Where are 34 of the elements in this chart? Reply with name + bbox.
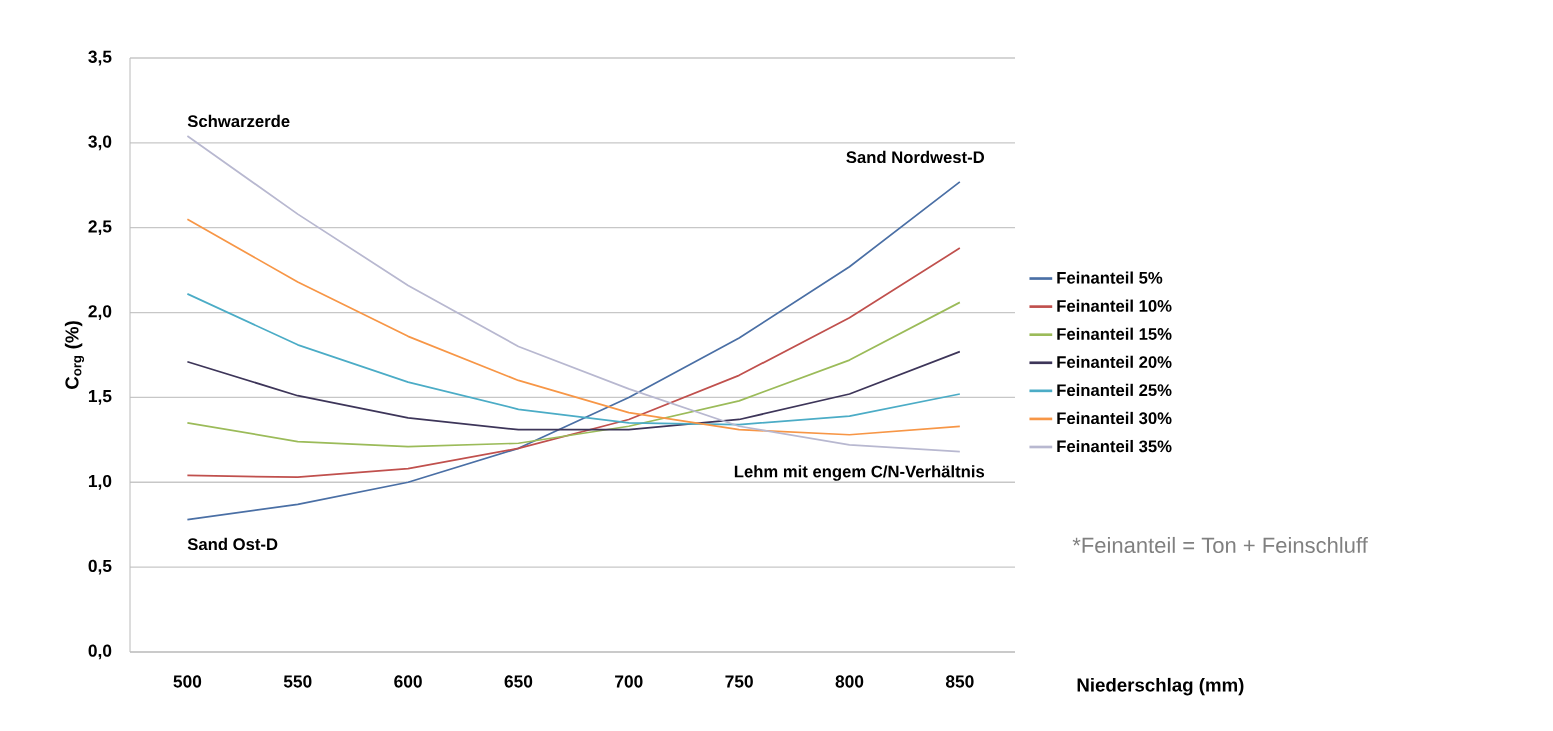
text: *Feinanteil = Ton + Feinschluff bbox=[1072, 536, 1368, 554]
annotation: Sand Ost-D bbox=[187, 537, 278, 551]
y-tick-label: 2,0 bbox=[88, 305, 112, 320]
y-tick-label: 3,5 bbox=[88, 50, 112, 66]
x-axis-title: Niederschlag (mm) bbox=[1077, 677, 1244, 696]
legend-label: Feinanteil 10% bbox=[1057, 299, 1172, 312]
annotation: Lehm mit engem C/N-Verhältnis bbox=[734, 465, 985, 481]
legend-label: Feinanteil 5% bbox=[1057, 271, 1163, 284]
line-series bbox=[186, 293, 961, 426]
y-tick-label: 1,5 bbox=[88, 390, 112, 405]
x-tick-label: 650 bbox=[504, 675, 533, 688]
y-axis-title: C$_{org}$ (%) bbox=[64, 321, 85, 389]
y-tick-label: 0,0 bbox=[88, 644, 112, 660]
legend-label: Feinanteil 15% bbox=[1057, 327, 1172, 340]
y-tick-label: 3,0 bbox=[88, 135, 112, 151]
line-series bbox=[186, 218, 961, 436]
x-tick-label: 550 bbox=[283, 675, 312, 688]
y-tick-label: 1,0 bbox=[88, 474, 112, 490]
line-series bbox=[186, 301, 961, 448]
legend-label: Feinanteil 25% bbox=[1057, 383, 1172, 397]
legend-label: Feinanteil 20% bbox=[1057, 355, 1172, 368]
x-tick-label: 750 bbox=[725, 675, 753, 688]
x-tick-label: 700 bbox=[615, 675, 643, 688]
annotation: Schwarzerde bbox=[187, 114, 290, 128]
x-tick-label: 800 bbox=[835, 675, 864, 688]
legend-label: Feinanteil 35% bbox=[1057, 439, 1172, 453]
x-tick-label: 500 bbox=[173, 675, 202, 688]
y-tick-label: 0,5 bbox=[88, 559, 112, 575]
legend-label: Feinanteil 30% bbox=[1057, 411, 1172, 425]
x-tick-label: 850 bbox=[945, 675, 974, 688]
y-tick-label: 2,5 bbox=[88, 220, 112, 236]
x-tick-label: 600 bbox=[394, 675, 422, 688]
line-series bbox=[186, 350, 961, 431]
annotation: Sand Nordwest-D bbox=[846, 150, 985, 164]
